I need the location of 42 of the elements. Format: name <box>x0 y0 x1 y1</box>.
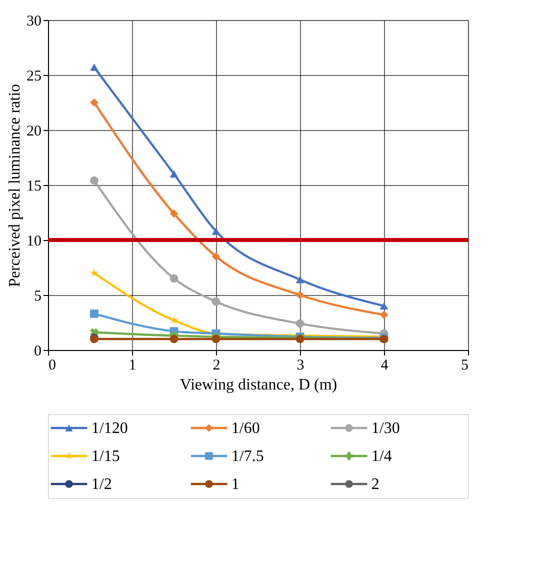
point <box>90 98 98 107</box>
legend-label: 1/15 <box>91 448 120 465</box>
point <box>296 276 304 284</box>
y-tick-label: 10 <box>26 234 42 250</box>
point <box>380 302 388 310</box>
x-axis-title: Viewing distance, D (m) <box>180 376 338 394</box>
legend-label: 1/30 <box>371 420 400 437</box>
point <box>170 170 178 178</box>
point <box>212 228 220 235</box>
y-tick-label: 15 <box>26 178 42 194</box>
point <box>170 209 178 218</box>
x-tick-label: 4 <box>380 358 389 374</box>
legend-label: 2 <box>371 476 380 493</box>
legend-label: 1/120 <box>91 420 128 437</box>
y-tick-label: 30 <box>26 14 42 30</box>
legend-label: 1/4 <box>371 448 392 465</box>
x-tick-label: 1 <box>128 358 136 374</box>
point <box>90 310 98 318</box>
y-tick-label: 5 <box>34 288 42 304</box>
point <box>90 176 98 185</box>
point <box>212 297 220 306</box>
point <box>170 274 178 283</box>
y-tick-label: 0 <box>34 344 42 360</box>
x-tick-label: 5 <box>461 358 468 374</box>
point <box>90 268 98 276</box>
point <box>170 334 178 344</box>
point <box>90 64 98 71</box>
y-tick-label: 25 <box>26 68 42 84</box>
legend-label: 1/60 <box>231 420 260 437</box>
point <box>212 252 220 261</box>
x-tick-label: 3 <box>296 358 304 374</box>
point <box>212 334 220 344</box>
x-tick-label: 0 <box>48 358 56 374</box>
point <box>296 290 304 300</box>
y-axis-title: Perceived pixel luminance ratio <box>6 84 24 288</box>
legend-label: 1/7.5 <box>231 448 264 465</box>
point <box>296 319 304 328</box>
point <box>380 310 388 319</box>
y-tick-label: 20 <box>26 124 42 140</box>
legend-label: 1 <box>231 476 240 493</box>
legend-label: 1/2 <box>91 476 112 493</box>
x-tick-label: 2 <box>212 358 220 374</box>
